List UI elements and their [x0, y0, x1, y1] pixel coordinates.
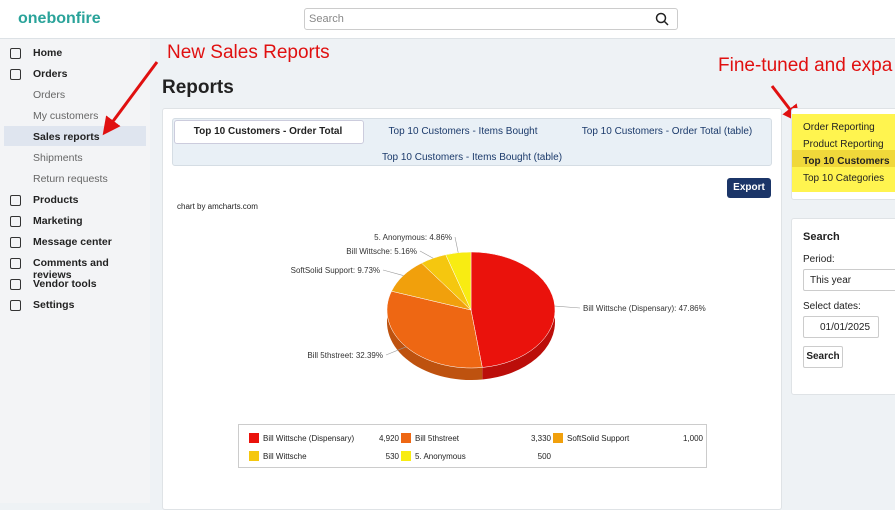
nav-subitem[interactable]: Orders	[33, 89, 66, 101]
leader-line	[419, 250, 434, 259]
nav-item[interactable]: Vendor tools	[33, 278, 97, 290]
select-value: This year	[810, 275, 852, 286]
nav-subitem[interactable]: Shipments	[33, 152, 83, 164]
annotation: New Sales Reports	[167, 42, 330, 63]
search-placeholder: Search	[309, 13, 344, 25]
legend-swatch	[249, 451, 259, 461]
nav-subitem[interactable]: Return requests	[33, 173, 108, 185]
menu-item[interactable]: Product Reporting	[803, 139, 884, 150]
menu-item[interactable]: Top 10 Customers	[803, 156, 890, 167]
leader-line	[554, 305, 581, 309]
search-button[interactable]: Search	[803, 346, 843, 368]
label: Period:	[803, 254, 835, 265]
sidebar: Home Orders Orders My customers Sales report…	[0, 39, 150, 503]
nav-item[interactable]: Comments and reviews	[33, 257, 109, 281]
panel-title: Search	[803, 231, 840, 243]
label: Select dates:	[803, 301, 861, 312]
slice	[470, 251, 556, 368]
tab-active	[174, 120, 364, 144]
date-value: 01/01/2025	[820, 322, 871, 333]
slice-label: Bill 5thstreet: 32.39%	[307, 351, 383, 360]
nav-subitem[interactable]: Sales reports	[33, 131, 100, 143]
nav-icon	[10, 279, 21, 290]
report-menu: Order Reporting Product Reporting Top 10 C…	[791, 108, 895, 200]
leader-line	[454, 236, 459, 253]
legend-swatch	[249, 433, 259, 443]
tab[interactable]: Top 10 Customers - Order Total	[193, 126, 343, 137]
legend-swatch	[401, 451, 411, 461]
legend-label: SoftSolid Support	[567, 434, 630, 443]
nav-icon	[10, 69, 21, 80]
search-box[interactable]: Search	[304, 8, 678, 30]
nav-item[interactable]: Orders	[33, 68, 68, 80]
legend-label: Bill Wittsche (Dispensary)	[263, 434, 355, 443]
pie-chart: Bill Wittsche (Dispensary): 47.86% Bill 5…	[291, 233, 706, 381]
chart-credit: chart by amcharts.com	[177, 202, 258, 211]
leader-line	[382, 269, 404, 276]
top-bar: onebonfire Search	[0, 0, 895, 39]
tab[interactable]: Top 10 Customers - Order Total (table)	[581, 126, 753, 137]
search-panel: Search Period: This year Select dates: 0…	[791, 218, 895, 395]
nav-icon	[10, 216, 21, 227]
logo[interactable]: onebonfire	[18, 10, 101, 27]
leader-line	[385, 346, 407, 356]
legend-swatch	[401, 433, 411, 443]
tab-bar: Top 10 Customers - Order Total Top 10 Cus…	[172, 118, 772, 166]
menu-item[interactable]: Top 10 Categories	[803, 173, 885, 184]
nav-item[interactable]: Settings	[33, 299, 75, 311]
legend-value: 3,330	[530, 434, 551, 443]
legend-value: 500	[537, 452, 551, 461]
nav-item[interactable]: Message center	[33, 236, 112, 248]
legend-value: 4,920	[378, 434, 399, 443]
legend-label: Bill Wittsche	[263, 452, 307, 461]
tab[interactable]: Top 10 Customers - Items Bought	[388, 126, 538, 137]
slice-label: Bill Wittsche (Dispensary): 47.86%	[583, 304, 706, 313]
annotation: Fine-tuned and expa	[718, 55, 893, 76]
menu-item[interactable]: Order Reporting	[803, 122, 875, 133]
legend-label: 5. Anonymous	[415, 452, 466, 461]
nav-icon	[10, 195, 21, 206]
nav-icon	[10, 48, 21, 59]
date-input[interactable]: 01/01/2025	[803, 316, 879, 338]
tab[interactable]: Top 10 Customers - Items Bought (table)	[381, 152, 563, 163]
slice	[386, 290, 483, 369]
page-title: Reports	[162, 77, 234, 98]
nav-item[interactable]: Products	[33, 194, 79, 206]
search-icon	[655, 12, 669, 26]
export-button[interactable]: Export	[727, 178, 771, 198]
nav-icon	[10, 258, 21, 269]
legend-value: 530	[385, 452, 399, 461]
nav-item[interactable]: Home	[33, 47, 63, 59]
nav-item[interactable]: Marketing	[33, 215, 83, 227]
slice-label: SoftSolid Support: 9.73%	[291, 266, 380, 275]
nav-icon	[10, 237, 21, 248]
menu-active	[792, 150, 895, 167]
nav-subitem[interactable]: My customers	[33, 110, 99, 122]
slice-side	[387, 291, 483, 381]
slice-label: 5. Anonymous: 4.86%	[374, 233, 452, 242]
legend-label: Bill 5thstreet	[415, 434, 460, 443]
legend-value: 1,000	[682, 434, 703, 443]
slice-label: Bill Wittsche: 5.16%	[346, 247, 417, 256]
period-select[interactable]: This year	[803, 269, 895, 291]
legend: Bill Wittsche (Dispensary) 4,920 Bill 5ths…	[238, 424, 707, 468]
nav-icon	[10, 300, 21, 311]
legend-swatch	[553, 433, 563, 443]
